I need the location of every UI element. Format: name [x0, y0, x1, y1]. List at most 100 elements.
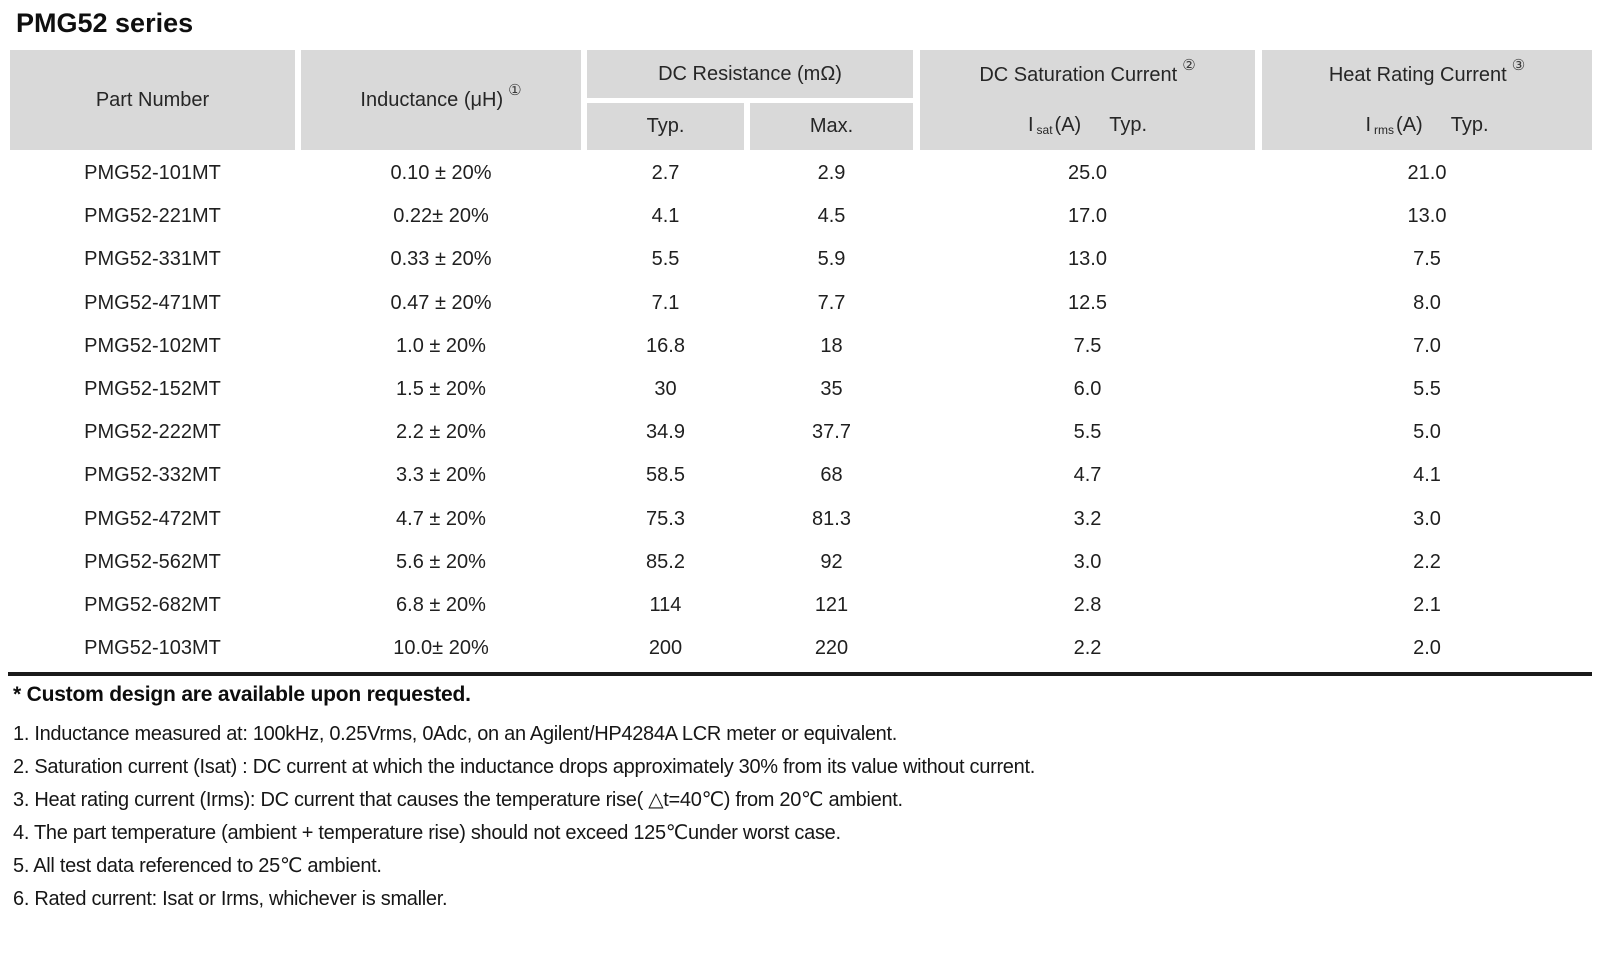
- isat-typ-label: Typ.: [1109, 113, 1148, 136]
- part-number-cell: PMG52-562MT: [84, 550, 221, 573]
- dcr-max-cell: 5.9: [817, 248, 846, 271]
- col-header-dcr-typ: Typ.: [587, 103, 744, 150]
- part-number-cell: PMG52-331MT: [84, 248, 221, 271]
- table-row: PMG52-221MT 0.22± 20% 4.1 4.5 17.0 13.0: [10, 195, 1592, 238]
- irms-symbol: I: [1365, 113, 1372, 136]
- irms-cell: 4.1: [1413, 464, 1441, 487]
- part-number-cell: PMG52-221MT: [84, 205, 221, 228]
- isat-unit: (A): [1054, 113, 1082, 136]
- table-row: PMG52-103MT 10.0± 20% 200 220 2.2 2.0: [10, 627, 1592, 670]
- part-number-cell: PMG52-103MT: [84, 637, 221, 660]
- dcr-max-cell: 35: [820, 378, 843, 401]
- table-row: PMG52-152MT 1.5 ± 20% 30 35 6.0 5.5: [10, 368, 1592, 411]
- part-number-cell: PMG52-101MT: [84, 162, 221, 185]
- footnote-1: 1. Inductance measured at: 100kHz, 0.25V…: [13, 723, 898, 745]
- dcr-typ-cell: 7.1: [651, 291, 680, 314]
- table-row: PMG52-332MT 3.3 ± 20% 58.5 68 4.7 4.1: [10, 454, 1592, 497]
- irms-subscript: rms: [1374, 123, 1395, 137]
- inductance-cell: 1.5 ± 20%: [396, 378, 486, 401]
- col-header-part-number: Part Number: [10, 50, 295, 150]
- part-number-cell: PMG52-332MT: [84, 464, 221, 487]
- irms-typ-label: Typ.: [1450, 113, 1489, 136]
- dcr-max-cell: 92: [820, 550, 843, 573]
- divider-line: [8, 672, 1592, 676]
- inductance-cell: 2.2 ± 20%: [396, 421, 486, 444]
- inductance-cell: 0.22± 20%: [393, 205, 489, 228]
- footnote-6: 6. Rated current: Isat or Irms, whicheve…: [13, 888, 448, 910]
- dcr-max-cell: 121: [814, 593, 849, 616]
- irms-cell: 2.1: [1413, 593, 1441, 616]
- page-title: PMG52 series: [16, 8, 194, 38]
- dcr-typ-cell: 34.9: [646, 421, 685, 444]
- footnote-5: 5. All test data referenced to 25℃ ambie…: [13, 855, 382, 877]
- irms-cell: 5.5: [1413, 378, 1441, 401]
- irms-cell: 3.0: [1413, 507, 1441, 530]
- inductance-cell: 6.8 ± 20%: [396, 593, 486, 616]
- footnotes: 1. Inductance measured at: 100kHz, 0.25V…: [13, 718, 1583, 916]
- inductance-cell: 0.47 ± 20%: [390, 291, 492, 314]
- inductance-cell: 5.6 ± 20%: [396, 550, 486, 573]
- dcr-max-cell: 7.7: [817, 291, 846, 314]
- isat-cell: 13.0: [1068, 248, 1107, 271]
- inductance-label: Inductance (μH): [360, 88, 504, 111]
- isat-cell: 3.0: [1073, 550, 1102, 573]
- irms-cell: 13.0: [1407, 205, 1447, 228]
- irms-cell: 7.0: [1413, 334, 1441, 357]
- table-row: PMG52-102MT 1.0 ± 20% 16.8 18 7.5 7.0: [10, 325, 1592, 368]
- irms-cell: 2.0: [1413, 637, 1441, 660]
- inductance-cell: 0.10 ± 20%: [390, 162, 492, 185]
- dcr-typ-cell: 200: [648, 637, 683, 660]
- isat-cell: 2.8: [1073, 593, 1102, 616]
- col-header-dcr-max: Max.: [750, 103, 913, 150]
- col-header-dc-resistance: DC Resistance (mΩ): [587, 50, 913, 98]
- part-number-cell: PMG52-152MT: [84, 378, 221, 401]
- dcr-typ-cell: 4.1: [651, 205, 680, 228]
- heat-rating-label: Heat Rating Current: [1328, 63, 1507, 86]
- table-row: PMG52-471MT 0.47 ± 20% 7.1 7.7 12.5 8.0: [10, 282, 1592, 325]
- dcr-typ-cell: 85.2: [646, 550, 685, 573]
- isat-cell: 6.0: [1073, 378, 1102, 401]
- inductance-cell: 3.3 ± 20%: [396, 464, 486, 487]
- isat-cell: 17.0: [1068, 205, 1107, 228]
- dcr-typ-cell: 5.5: [651, 248, 680, 271]
- isat-cell: 4.7: [1073, 464, 1102, 487]
- irms-cell: 21.0: [1407, 162, 1447, 185]
- dcr-typ-cell: 75.3: [646, 507, 685, 530]
- footnote-3: 3. Heat rating current (Irms): DC curren…: [13, 789, 903, 811]
- dcr-max-cell: 37.7: [812, 421, 851, 444]
- isat-subscript: sat: [1036, 123, 1053, 137]
- irms-cell: 5.0: [1413, 421, 1441, 444]
- note-ref-3-icon: ③: [1511, 57, 1526, 74]
- dcr-typ-cell: 2.7: [651, 162, 680, 185]
- table-header: Part Number Inductance (μH) ① DC Resista…: [10, 50, 1592, 150]
- table-row: PMG52-472MT 4.7 ± 20% 75.3 81.3 3.2 3.0: [10, 498, 1592, 541]
- irms-unit: (A): [1396, 113, 1423, 136]
- footnote-4: 4. The part temperature (ambient + tempe…: [13, 822, 841, 844]
- part-number-cell: PMG52-472MT: [84, 507, 221, 530]
- irms-cell: 8.0: [1413, 291, 1441, 314]
- dcr-max-cell: 2.9: [817, 162, 846, 185]
- isat-cell: 12.5: [1068, 291, 1107, 314]
- note-ref-1-icon: ①: [508, 82, 522, 99]
- dcr-max-cell: 68: [820, 464, 843, 487]
- col-header-heat-rating: Heat Rating Current ③ I rms (A) Typ.: [1262, 50, 1592, 150]
- dcr-typ-cell: 58.5: [646, 464, 685, 487]
- part-number-cell: PMG52-682MT: [84, 593, 221, 616]
- table-row: PMG52-682MT 6.8 ± 20% 114 121 2.8 2.1: [10, 584, 1592, 627]
- table-row: PMG52-101MT 0.10 ± 20% 2.7 2.9 25.0 21.0: [10, 152, 1592, 195]
- dcr-max-cell: 81.3: [812, 507, 851, 530]
- part-number-cell: PMG52-471MT: [84, 291, 221, 314]
- dcr-max-cell: 18: [820, 334, 843, 357]
- dcr-typ-cell: 30: [654, 378, 677, 401]
- table-row: PMG52-331MT 0.33 ± 20% 5.5 5.9 13.0 7.5: [10, 238, 1592, 281]
- part-number-cell: PMG52-222MT: [84, 421, 221, 444]
- specs-table: Part Number Inductance (μH) ① DC Resista…: [10, 50, 1592, 670]
- part-number-cell: PMG52-102MT: [84, 334, 221, 357]
- dcr-max-cell: 220: [814, 637, 849, 660]
- inductance-cell: 10.0± 20%: [393, 637, 489, 660]
- footnote-2: 2. Saturation current (Isat) : DC curren…: [13, 756, 1035, 778]
- note-ref-2-icon: ②: [1182, 57, 1196, 74]
- dcr-max-cell: 4.5: [817, 205, 846, 228]
- isat-cell: 2.2: [1073, 637, 1102, 660]
- irms-cell: 7.5: [1413, 248, 1441, 271]
